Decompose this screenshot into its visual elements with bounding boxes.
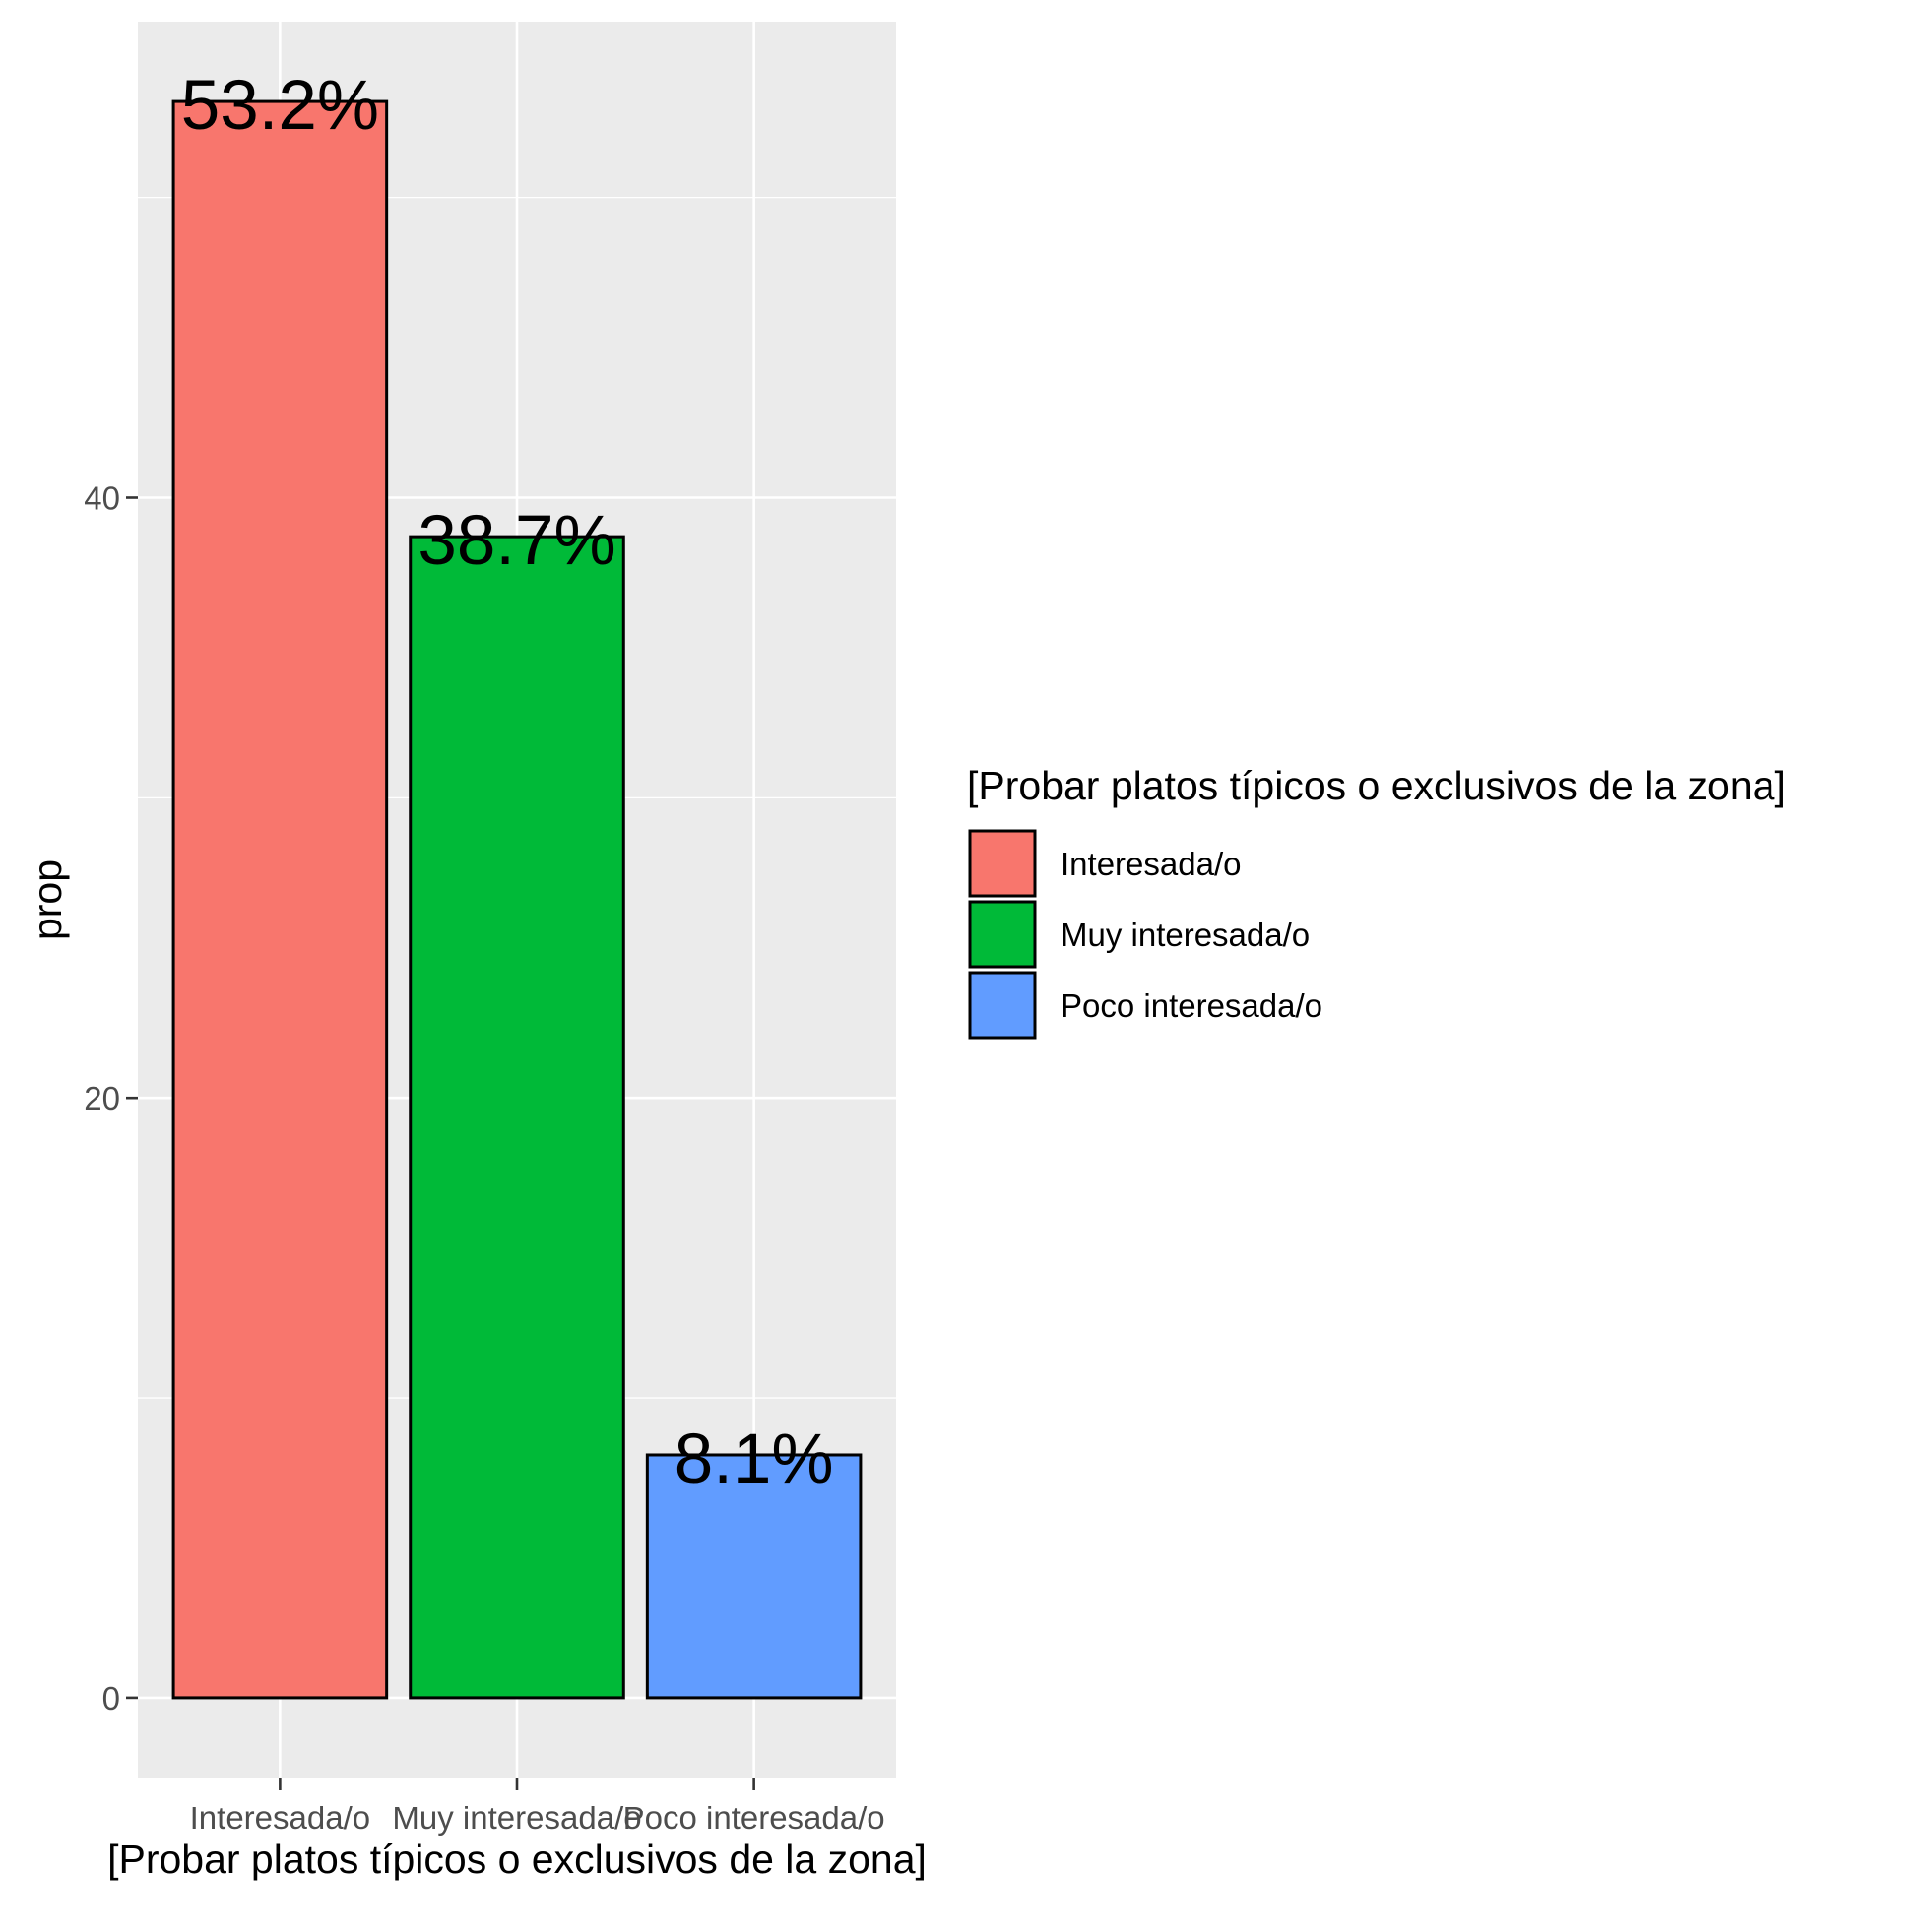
- y-tick-label: 40: [84, 479, 120, 516]
- bars: [171, 99, 863, 1700]
- legend-label: Muy interesada/o: [1061, 917, 1310, 953]
- x-tick-label: Muy interesada/o: [392, 1800, 641, 1836]
- legend: [Probar platos típicos o exclusivos de l…: [967, 763, 1786, 1040]
- legend-items: Interesada/o Muy interesada/o Poco interes…: [968, 829, 1322, 1040]
- legend-key: [968, 900, 1037, 969]
- legend-title: [Probar platos típicos o exclusivos de l…: [967, 763, 1786, 808]
- x-tick-label: Interesada/o: [190, 1800, 370, 1836]
- y-tick-label: 20: [84, 1080, 120, 1116]
- bar-data-label: 38.7%: [418, 502, 615, 580]
- y-tick-label: 0: [102, 1681, 120, 1717]
- x-tick-label: Poco interesada/o: [623, 1800, 885, 1836]
- legend-key: [968, 971, 1037, 1040]
- bar: [409, 535, 625, 1700]
- bar-data-label: 8.1%: [675, 1421, 834, 1498]
- bar-data-labels: 53.2% 38.7% 8.1%: [181, 67, 834, 1498]
- legend-label: Interesada/o: [1061, 846, 1241, 882]
- bar: [645, 1453, 863, 1700]
- y-axis-title: prop: [25, 859, 70, 940]
- legend-key: [968, 829, 1037, 898]
- x-axis-title: [Probar platos típicos o exclusivos de l…: [107, 1836, 927, 1881]
- y-axis: 0 20 40: [84, 479, 138, 1717]
- legend-label: Poco interesada/o: [1061, 987, 1322, 1024]
- bar-data-label: 53.2%: [181, 67, 379, 145]
- bar: [171, 99, 389, 1700]
